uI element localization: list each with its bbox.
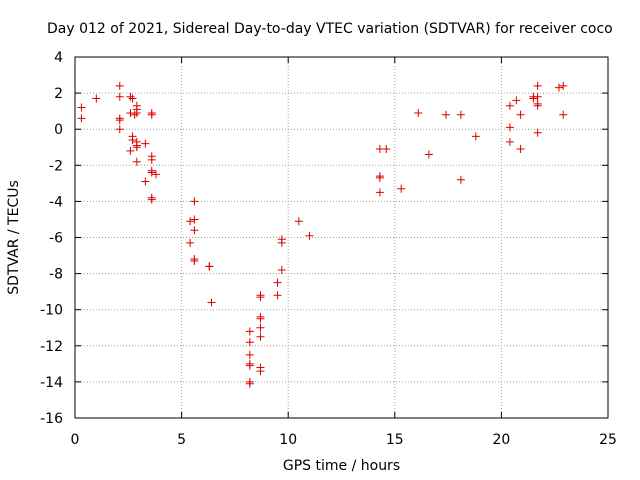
data-point [126,92,135,101]
data-point [456,110,465,119]
data-point [190,256,199,265]
x-tick-label: 15 [386,432,404,448]
data-point [256,314,265,323]
x-axis-label: GPS time / hours [283,458,400,474]
chart-title: Day 012 of 2021, Sidereal Day-to-day VTE… [47,21,613,37]
y-tick-label: -16 [40,411,63,427]
y-tick-label: -6 [49,231,63,247]
data-point [294,217,303,226]
data-point [382,145,391,154]
data-point [533,81,542,90]
data-point [147,195,156,204]
x-tick-label: 0 [71,432,80,448]
data-point [516,110,525,119]
data-point [533,128,542,137]
data-point [190,226,199,235]
data-point [505,101,514,110]
x-tick-label: 20 [492,432,510,448]
y-tick-label: -8 [49,267,63,283]
data-point [132,157,141,166]
data-point [207,298,216,307]
data-point [256,332,265,341]
data-point [132,143,141,152]
y-tick-label: -14 [40,375,63,391]
data-point [92,94,101,103]
data-point [375,173,384,182]
data-point [77,114,86,123]
data-point [245,350,254,359]
y-tick-label: -4 [49,194,63,210]
data-point [512,96,521,105]
data-point [115,92,124,101]
data-point [147,110,156,119]
y-tick-label: -2 [49,158,63,174]
data-point [190,197,199,206]
data-point [115,81,124,90]
y-tick-label: 2 [54,86,63,102]
data-point [128,94,137,103]
data-point [529,94,538,103]
y-tick-label: -12 [40,339,63,355]
data-points [77,81,568,388]
data-point [190,215,199,224]
data-point [505,137,514,146]
data-point [273,278,282,287]
data-point [441,110,450,119]
data-point [130,110,139,119]
data-point [186,217,195,226]
data-point [559,81,568,90]
data-point [115,125,124,134]
data-point [256,323,265,332]
data-point [554,83,563,92]
data-point [77,103,86,112]
data-point [414,108,423,117]
data-point [533,92,542,101]
data-point [245,379,254,388]
data-point [115,116,124,125]
data-point [147,155,156,164]
data-point [186,238,195,247]
data-point [559,110,568,119]
data-point [152,170,161,179]
data-point [147,168,156,177]
data-point [245,361,254,370]
axis-ticks: 0 5 10 15 20 25 -16 -14 -12 -10 -8 -6 -4 -2 0 2 4 [40,50,617,448]
data-point [505,123,514,132]
data-point [305,231,314,240]
data-point [424,150,433,159]
data-point [126,146,135,155]
data-point [456,175,465,184]
x-tick-label: 25 [599,432,617,448]
data-point [516,145,525,154]
data-point [205,262,214,271]
x-tick-label: 10 [279,432,297,448]
data-point [277,265,286,274]
x-tick-label: 5 [177,432,186,448]
y-tick-label: 0 [54,122,63,138]
data-point [128,136,137,145]
data-point [256,291,265,300]
y-axis-label: SDTVAR / TECUs [6,180,22,295]
data-point [245,338,254,347]
data-point [141,177,150,186]
y-tick-label: 4 [54,50,63,66]
data-point [533,101,542,110]
data-point [277,238,286,247]
data-point [141,139,150,148]
data-point [397,184,406,193]
data-point [273,291,282,300]
data-point [256,367,265,376]
data-point [245,327,254,336]
data-point [132,108,141,117]
data-point [471,132,480,141]
y-tick-label: -10 [40,303,63,319]
grid-lines [75,57,608,418]
data-point [375,188,384,197]
